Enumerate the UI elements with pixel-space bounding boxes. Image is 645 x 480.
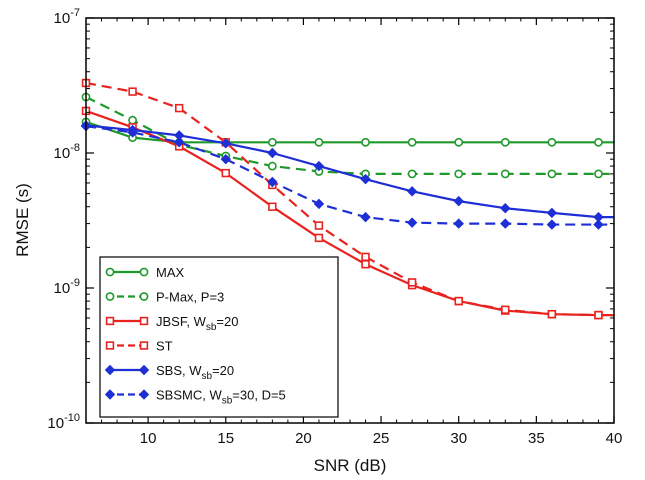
legend-swatch-marker [139,267,149,277]
data-point-series-6 [127,127,138,138]
legend-swatch-marker [105,267,115,277]
data-point-series-2 [267,161,277,171]
legend: MAX P-Max, P=3 JBSF, Wsb=20 ST SBS, Wsb=20 SB… [99,256,339,418]
data-point-series-6 [173,137,185,148]
data-point-series-3 [361,260,370,269]
y-tick-label: 10-7 [54,7,80,27]
data-point-series-3 [314,233,324,243]
legend-swatch-marker [105,316,115,326]
legend-label: SBS, Wsb=20 [156,363,234,382]
data-point-series-2 [594,169,603,179]
data-point-series-6 [313,198,325,210]
data-point-series-1 [454,137,464,147]
data-point-series-6 [220,153,231,165]
legend-item-6: SBSMC, Wsb=30, D=5 [104,388,286,407]
data-point-series-6 [360,211,371,223]
y-axis-label: RMSE (s) [13,183,32,257]
series-line-2 [86,95,614,176]
legend-label: JBSF, Wsb=20 [156,314,238,333]
data-point-series-5 [546,207,558,219]
data-point-series-1 [267,137,277,147]
legend-swatch-marker [138,389,150,400]
data-point-series-5 [406,186,418,197]
legend-swatch-marker [105,292,115,301]
data-point-series-1 [361,137,370,147]
marker-layer [80,78,604,320]
data-point-series-2 [407,169,417,179]
x-tick-label: 40 [606,430,623,447]
legend-label: P-Max, P=3 [156,290,224,305]
data-point-series-6 [546,219,558,230]
data-point-series-4 [454,296,463,306]
data-point-series-3 [268,202,277,211]
legend-label: SBSMC, Wsb=30, D=5 [156,388,286,407]
data-point-series-4 [594,310,603,320]
x-tick-label: 30 [450,430,467,447]
data-point-series-4 [314,221,324,230]
legend-swatch-marker [139,292,149,301]
y-tick-label: 10-9 [54,277,80,297]
legend-swatch-marker [104,389,116,400]
legend-item-4: ST [105,339,173,354]
y-tick-label: 10-8 [54,142,80,162]
legend-box [99,256,339,418]
data-point-series-2 [128,115,137,125]
data-point-series-5 [360,173,371,185]
legend-swatch-marker [139,316,149,326]
y-tick-label: 10-10 [47,412,80,432]
legend-item-1: MAX [105,265,185,280]
legend-swatch-marker [139,341,149,350]
data-point-series-5 [500,202,511,214]
tick-layer: 10 15 20 25 30 35 40 10-10 10-9 10-8 10-7 [47,7,622,447]
data-point-series-4 [501,305,510,314]
x-tick-label: 35 [528,430,545,447]
data-point-series-6 [453,218,464,229]
legend-swatch-marker [105,341,115,350]
data-point-series-4 [407,278,417,287]
data-point-series-5 [453,195,464,207]
legend-label: MAX [156,265,185,280]
data-point-series-1 [314,137,324,147]
data-point-series-2 [500,169,510,179]
data-point-series-6 [267,176,278,188]
legend-item-2: P-Max, P=3 [105,290,224,305]
legend-item-5: SBS, Wsb=20 [104,363,234,382]
data-point-series-4 [547,309,557,319]
data-point-series-6 [406,217,418,228]
data-point-series-2 [454,169,464,179]
x-axis-label: SNR (dB) [314,456,387,475]
data-point-series-3 [221,168,230,178]
legend-item-3: JBSF, Wsb=20 [105,314,238,333]
data-point-series-1 [407,137,417,147]
data-point-series-1 [500,137,510,147]
data-point-series-5 [313,160,325,172]
data-point-series-6 [593,219,604,230]
data-point-series-2 [547,169,557,179]
data-point-series-1 [547,137,557,147]
x-tick-label: 20 [295,430,312,447]
data-point-series-5 [267,147,278,159]
x-tick-label: 10 [140,430,157,447]
legend-swatch-marker [138,364,150,376]
data-point-series-4 [174,103,184,113]
legend-swatch-marker [104,364,116,376]
data-point-series-4 [361,252,370,262]
data-point-series-4 [128,87,137,96]
x-tick-label: 15 [217,430,234,447]
x-tick-label: 25 [373,430,390,447]
legend-label: ST [156,339,173,354]
data-point-series-1 [594,137,603,147]
data-point-series-6 [500,218,511,229]
data-point-series-5 [220,138,231,149]
